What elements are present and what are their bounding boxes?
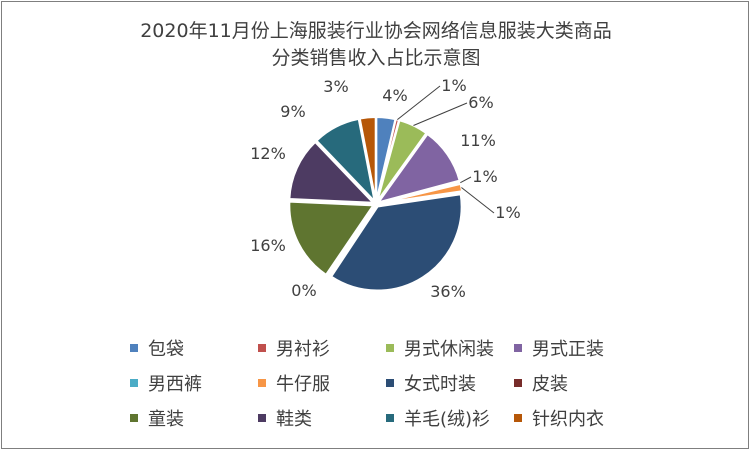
data-label-6: 1% — [495, 203, 520, 222]
data-label-7: 36% — [430, 282, 466, 301]
legend-item-1: 包袋 — [130, 337, 184, 360]
legend-swatch-5 — [130, 379, 138, 387]
chart-title-line-1: 2020年11月份上海服装行业协会网络信息服装大类商品 — [140, 20, 612, 42]
leader-line-5 — [460, 176, 472, 184]
legend-swatch-12 — [514, 414, 522, 422]
pie-slice-4 — [376, 132, 461, 204]
legend-item-6: 牛仔服 — [258, 372, 330, 395]
legend-swatch-2 — [258, 344, 266, 352]
legend-label-7: 女式时装 — [404, 374, 476, 395]
pie-slice-10 — [288, 140, 376, 204]
legend-label-12: 针织内衣 — [532, 409, 604, 430]
pie-slice-7 — [329, 193, 463, 292]
legend-label-6: 牛仔服 — [276, 374, 330, 395]
legend-swatch-9 — [130, 414, 138, 422]
pie-slice-9 — [288, 200, 376, 277]
legend-swatch-1 — [130, 344, 138, 352]
legend-swatch-6 — [258, 379, 266, 387]
legend-label-3: 男式休闲装 — [404, 339, 494, 360]
data-labels: 4%1%6%11%1%1%36%0%16%12%9%3% — [250, 76, 520, 301]
legend-item-11: 羊毛(绒)衫 — [386, 407, 491, 430]
legend-item-10: 鞋类 — [258, 407, 312, 430]
legend-item-9: 童装 — [130, 407, 184, 430]
legend-label-5: 男西裤 — [148, 374, 202, 395]
legend-label-8: 皮装 — [532, 374, 568, 395]
pie-slice-11 — [315, 117, 377, 205]
pie-slice-8 — [325, 205, 376, 278]
pie-slice-3 — [376, 119, 428, 202]
data-label-1: 4% — [382, 86, 407, 105]
leader-line-2 — [397, 85, 441, 121]
pie-slices — [288, 116, 464, 292]
legend-swatch-10 — [258, 414, 266, 422]
leader-line-6 — [461, 187, 495, 214]
legend-item-7: 女式时装 — [386, 372, 476, 395]
data-label-11: 9% — [280, 102, 305, 121]
legend-item-12: 针织内衣 — [514, 407, 604, 430]
data-label-9: 16% — [250, 236, 286, 255]
legend-item-2: 男衬衫 — [258, 337, 330, 360]
chart-title: 2020年11月份上海服装行业协会网络信息服装大类商品 分类销售收入占比示意图 — [0, 18, 752, 72]
pie-slice-12 — [358, 116, 377, 202]
legend-swatch-8 — [514, 379, 522, 387]
data-label-2: 1% — [441, 76, 466, 95]
data-label-8: 0% — [291, 281, 316, 300]
legend-label-9: 童装 — [148, 409, 184, 430]
chart-title-line-2: 分类销售收入占比示意图 — [271, 47, 481, 69]
data-label-3: 6% — [468, 93, 493, 112]
legend-item-4: 男式正装 — [514, 337, 604, 360]
legend-label-10: 鞋类 — [276, 409, 312, 430]
legend-label-2: 男衬衫 — [276, 339, 330, 360]
leader-lines — [397, 85, 495, 214]
legend-swatch-3 — [386, 344, 394, 352]
data-label-12: 3% — [323, 77, 348, 96]
legend-item-3: 男式休闲装 — [386, 337, 494, 360]
data-label-5: 1% — [472, 167, 497, 186]
legend-swatch-11 — [386, 414, 394, 422]
legend-item-8: 皮装 — [514, 372, 568, 395]
data-label-4: 11% — [460, 131, 496, 150]
legend-label-1: 包袋 — [148, 339, 184, 360]
legend-label-4: 男式正装 — [532, 339, 604, 360]
leader-line-3 — [413, 102, 468, 126]
legend-swatch-4 — [514, 344, 522, 352]
legend-label-11: 羊毛(绒)衫 — [404, 409, 491, 430]
legend-swatch-7 — [386, 379, 394, 387]
data-label-10: 12% — [250, 144, 286, 163]
legend-item-5: 男西裤 — [130, 372, 202, 395]
